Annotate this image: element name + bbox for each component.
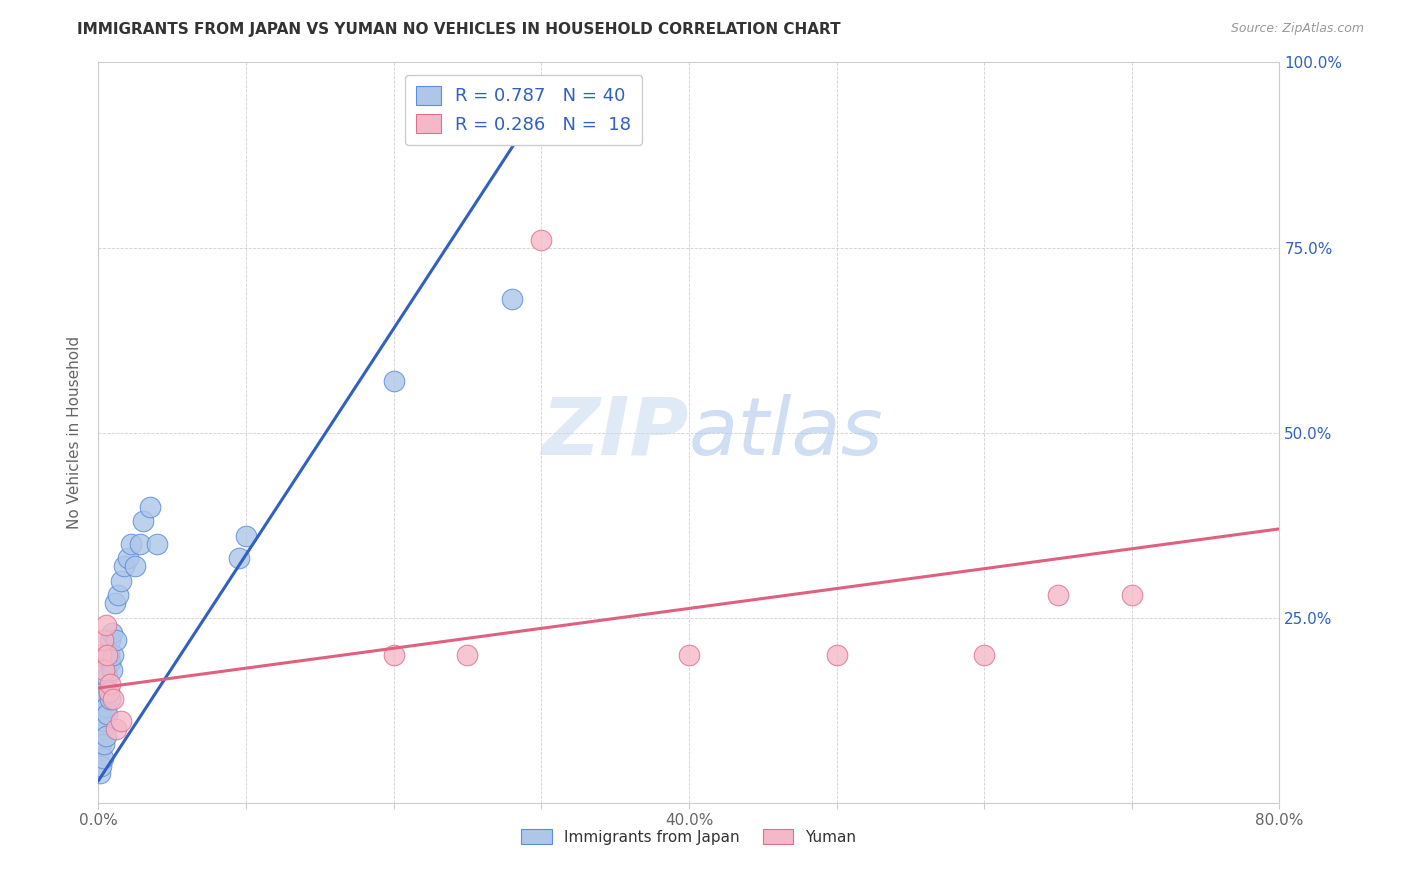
- Point: [100, 663, 122, 677]
- Point: [94, 699, 117, 714]
- Point: [94, 618, 117, 632]
- Point: [89, 766, 111, 780]
- Point: [501, 293, 523, 307]
- Point: [90, 648, 112, 662]
- Text: Source: ZipAtlas.com: Source: ZipAtlas.com: [1230, 22, 1364, 36]
- Point: [678, 648, 700, 662]
- Point: [124, 558, 146, 573]
- Point: [146, 536, 169, 550]
- Point: [97, 685, 120, 699]
- Point: [1046, 589, 1070, 603]
- Point: [382, 374, 405, 388]
- Point: [112, 558, 135, 573]
- Point: [382, 648, 405, 662]
- Point: [105, 722, 128, 736]
- Point: [98, 655, 121, 669]
- Point: [228, 551, 250, 566]
- Point: [91, 632, 114, 647]
- Y-axis label: No Vehicles in Household: No Vehicles in Household: [67, 336, 83, 529]
- Legend: Immigrants from Japan, Yuman: Immigrants from Japan, Yuman: [515, 822, 863, 851]
- Point: [89, 744, 111, 758]
- Point: [107, 589, 129, 603]
- Point: [825, 648, 848, 662]
- Point: [96, 670, 118, 684]
- Point: [91, 692, 114, 706]
- Point: [105, 632, 128, 647]
- Point: [90, 737, 112, 751]
- Point: [93, 714, 115, 729]
- Point: [97, 648, 120, 662]
- Text: ZIP: ZIP: [541, 393, 689, 472]
- Text: atlas: atlas: [689, 393, 884, 472]
- Point: [110, 574, 132, 588]
- Point: [117, 551, 139, 566]
- Point: [128, 536, 150, 550]
- Point: [120, 536, 142, 550]
- Point: [100, 625, 122, 640]
- Point: [91, 722, 114, 736]
- Point: [96, 706, 118, 721]
- Point: [103, 648, 125, 662]
- Point: [98, 632, 121, 647]
- Point: [97, 685, 120, 699]
- Point: [90, 758, 112, 772]
- Point: [96, 648, 118, 662]
- Text: IMMIGRANTS FROM JAPAN VS YUMAN NO VEHICLES IN HOUSEHOLD CORRELATION CHART: IMMIGRANTS FROM JAPAN VS YUMAN NO VEHICL…: [77, 22, 841, 37]
- Point: [93, 737, 115, 751]
- Point: [90, 706, 112, 721]
- Point: [1121, 589, 1143, 603]
- Point: [235, 529, 257, 543]
- Point: [93, 685, 115, 699]
- Point: [98, 692, 121, 706]
- Point: [457, 648, 479, 662]
- Point: [104, 596, 127, 610]
- Point: [973, 648, 995, 662]
- Point: [139, 500, 162, 514]
- Point: [91, 751, 114, 765]
- Point: [93, 663, 115, 677]
- Point: [132, 515, 155, 529]
- Point: [94, 729, 117, 743]
- Point: [110, 714, 132, 729]
- Point: [530, 233, 553, 247]
- Point: [103, 692, 125, 706]
- Point: [98, 677, 121, 691]
- Point: [94, 663, 117, 677]
